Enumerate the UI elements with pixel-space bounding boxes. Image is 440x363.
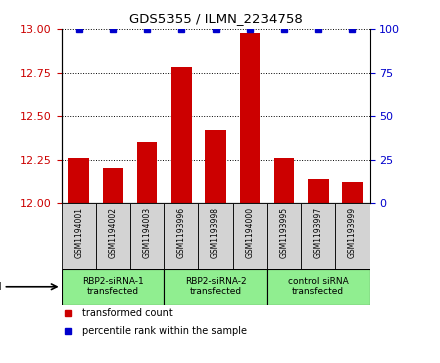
Text: GSM1194002: GSM1194002: [108, 207, 117, 257]
Text: control siRNA
transfected: control siRNA transfected: [288, 277, 348, 297]
Text: percentile rank within the sample: percentile rank within the sample: [82, 326, 246, 336]
Text: transformed count: transformed count: [82, 308, 172, 318]
Title: GDS5355 / ILMN_2234758: GDS5355 / ILMN_2234758: [129, 12, 302, 25]
Text: GSM1193997: GSM1193997: [314, 207, 323, 258]
Bar: [267, 203, 301, 269]
Bar: [103, 168, 123, 203]
Text: GSM1193995: GSM1193995: [279, 207, 289, 258]
Text: RBP2-siRNA-1
transfected: RBP2-siRNA-1 transfected: [82, 277, 144, 297]
Bar: [198, 203, 233, 269]
Text: GSM1193998: GSM1193998: [211, 207, 220, 257]
Bar: [69, 158, 89, 203]
Text: GSM1194001: GSM1194001: [74, 207, 83, 257]
Bar: [164, 269, 267, 305]
Text: GSM1193996: GSM1193996: [177, 207, 186, 258]
Bar: [342, 182, 363, 203]
Bar: [164, 203, 198, 269]
Bar: [130, 203, 164, 269]
Bar: [62, 269, 164, 305]
Bar: [239, 33, 260, 203]
Bar: [205, 130, 226, 203]
Bar: [267, 269, 370, 305]
Text: GSM1193999: GSM1193999: [348, 207, 357, 258]
Bar: [335, 203, 370, 269]
Bar: [301, 203, 335, 269]
Text: GSM1194000: GSM1194000: [246, 207, 254, 258]
Bar: [137, 142, 158, 203]
Bar: [171, 68, 192, 203]
Bar: [96, 203, 130, 269]
Bar: [308, 179, 329, 203]
Text: protocol: protocol: [0, 282, 2, 292]
Text: GSM1194003: GSM1194003: [143, 207, 152, 258]
Bar: [274, 158, 294, 203]
Text: RBP2-siRNA-2
transfected: RBP2-siRNA-2 transfected: [185, 277, 246, 297]
Bar: [233, 203, 267, 269]
Bar: [62, 203, 96, 269]
